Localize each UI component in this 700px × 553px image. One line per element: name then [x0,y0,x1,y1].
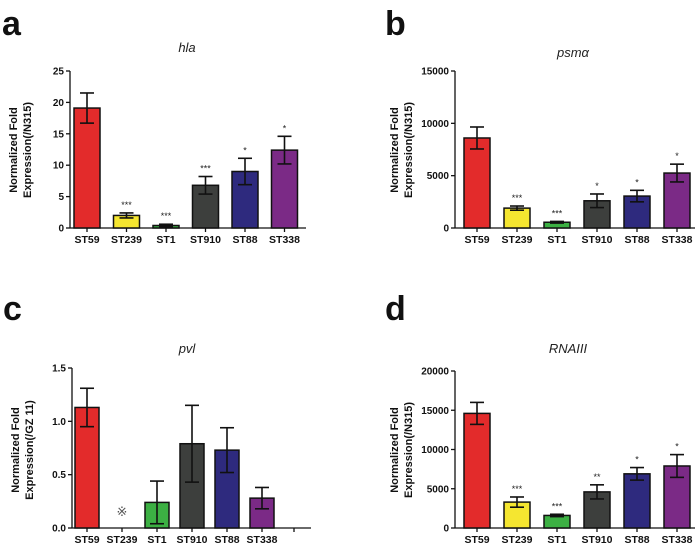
x-tick-label: ST910 [582,534,613,546]
y-tick-label: 0.0 [52,524,66,535]
y-tick-label: 20 [53,98,65,109]
chart-title-a: hla [178,40,195,55]
y-axis-label-d-line1: Normalized Fold [389,407,401,493]
x-tick-label: ST338 [247,534,278,546]
y-tick-label: 20000 [421,367,449,378]
bar-st59 [463,412,491,529]
y-tick-label: 1.5 [52,364,66,375]
y-axis-label-b-line1: Normalized Fold [389,107,401,193]
significance-marker: * [675,151,679,161]
bar-st59 [73,107,101,229]
y-tick-label: 1.0 [52,417,66,428]
x-tick-label: ST59 [464,534,489,546]
x-tick-label: ST59 [464,234,489,246]
y-axis-label-d-line2: Expression(/N315) [403,402,415,498]
y-tick-label: 0 [443,524,449,535]
x-tick-label: ST338 [662,534,693,546]
y-tick-label: 0 [58,224,64,235]
y-axis-label-b-line2: Expression(/N315) [403,102,415,198]
significance-marker: *** [161,211,172,221]
y-tick-label: 5000 [427,484,450,495]
significance-marker: * [595,181,599,191]
significance-marker: * [635,177,639,187]
y-tick-label: 15000 [421,67,449,78]
x-tick-label: ST239 [502,534,533,546]
chart-title-b: psmα [556,45,590,60]
y-axis-label-a-line2: Expression(/N315) [22,102,34,198]
panel-b: b psmα Normalized Fold Expression(/N315)… [385,5,695,246]
y-tick-label: 15000 [421,406,449,417]
bar-st239 [503,207,531,229]
x-tick-label: ST1 [547,534,566,546]
y-tick-label: 5 [58,192,64,203]
x-tick-label: ST239 [111,234,142,246]
y-axis-label-a-line1: Normalized Fold [8,107,20,193]
significance-marker: *** [121,200,132,210]
x-tick-label: ST338 [269,234,300,246]
significance-marker: *** [512,484,523,494]
x-tick-label: ST239 [502,234,533,246]
chart-title-c: pvl [178,341,197,356]
y-tick-label: 10 [53,161,65,172]
bar-st59 [74,406,100,529]
significance-marker: * [283,123,287,133]
significance-marker: * [635,455,639,465]
y-tick-label: 5000 [427,171,450,182]
significance-marker: *** [512,193,523,203]
panel-letter-d: d [385,290,406,328]
y-tick-label: 15 [53,129,65,140]
x-tick-label: ST338 [662,234,693,246]
significance-marker: * [675,442,679,452]
significance-marker: ** [593,472,601,482]
y-tick-label: 25 [53,67,65,78]
x-tick-label: ST1 [547,234,566,246]
bars-c: 0.0 0.5 1.0 1.5 ST59 ST239 ※ ST1 ST910 ST88 ST338 [52,364,311,546]
x-tick-label: ST910 [190,234,221,246]
panel-d: d RNAIII Normalized Fold Expression(/N31… [385,290,695,546]
y-tick-label: 10000 [421,119,449,130]
x-tick-label: ST88 [624,234,649,246]
x-tick-label: ST1 [147,534,166,546]
y-tick-label: 10000 [421,445,449,456]
x-tick-label: ST1 [156,234,175,246]
x-tick-label: ST910 [177,534,208,546]
panel-letter-a: a [2,5,22,43]
x-tick-label: ST59 [74,234,99,246]
y-axis-label-c-line2: Expression(/GZ 11) [24,400,36,500]
x-tick-label: ST88 [624,534,649,546]
x-tick-label: ST910 [582,234,613,246]
chart-title-d: RNAIII [549,341,588,356]
panel-c: c pvl Normalized Fold Expression(/GZ 11)… [3,290,311,546]
significance-marker: * [243,145,247,155]
y-axis-label-c-line1: Normalized Fold [10,407,22,493]
bars-b: 0 5000 10000 15000 ST59 ST239 *** ST1 *** ST910 * S… [421,67,695,246]
panel-a: a hla Normalized Fold Expression(/N315) … [2,5,306,246]
x-tick-label: ST88 [232,234,257,246]
not-detected-marker: ※ [117,504,128,519]
x-tick-label: ST239 [107,534,138,546]
y-tick-label: 0.5 [52,470,66,481]
x-tick-label: ST59 [74,534,99,546]
panel-letter-c: c [3,290,22,328]
bar-st88 [623,473,651,529]
x-tick-label: ST88 [214,534,239,546]
significance-marker: *** [552,501,563,511]
bars-a: 0 5 10 15 20 25 ST59 ST239 *** ST1 *** ST910 *** ST88… [53,67,306,246]
panel-letter-b: b [385,5,406,43]
significance-marker: *** [200,164,211,174]
significance-marker: *** [552,208,563,218]
y-tick-label: 0 [443,224,449,235]
bar-st59 [463,137,491,229]
